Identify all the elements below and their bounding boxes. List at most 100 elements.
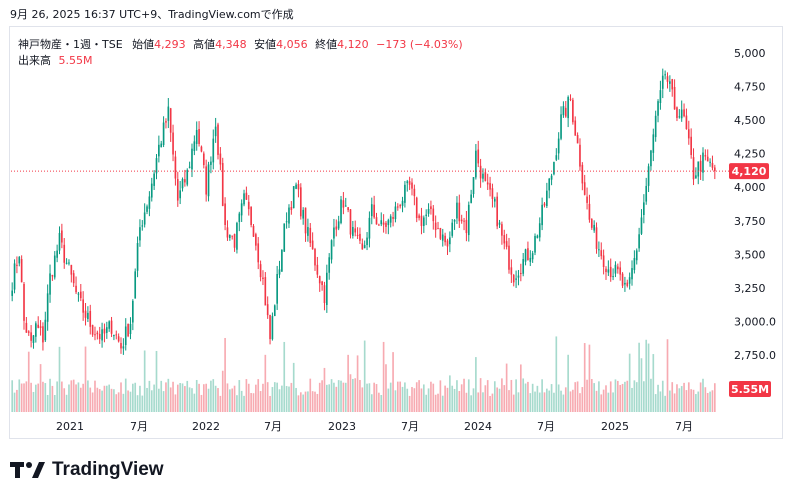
candle <box>652 134 655 153</box>
volume-bar <box>415 382 418 412</box>
volume-bar <box>117 392 120 412</box>
candle <box>512 275 515 283</box>
volume-bar <box>129 391 132 412</box>
volume-bar <box>550 384 553 412</box>
volume-bar <box>451 385 454 412</box>
volume-bar <box>600 394 603 412</box>
candle <box>368 217 371 239</box>
candle <box>434 222 437 231</box>
volume-bar <box>191 388 193 412</box>
candle <box>496 196 498 227</box>
candle <box>413 188 416 197</box>
volume-bar <box>250 393 252 412</box>
candle <box>245 192 248 200</box>
candle <box>91 325 94 335</box>
candle <box>105 327 108 333</box>
candle <box>37 324 40 328</box>
candle <box>337 221 340 229</box>
volume-bar <box>328 384 331 412</box>
candle <box>572 99 574 123</box>
volume-bar <box>470 395 472 412</box>
volume-bar <box>262 383 264 412</box>
volume-bar <box>120 382 122 412</box>
candle <box>278 269 281 275</box>
candle <box>465 219 468 234</box>
candle <box>394 206 397 220</box>
candle <box>671 79 674 90</box>
candle <box>321 281 323 286</box>
candle <box>609 266 612 278</box>
candle <box>276 273 278 304</box>
volume-bar <box>342 382 345 412</box>
candle <box>482 173 484 179</box>
candle <box>42 326 44 343</box>
candle <box>692 157 695 180</box>
candle <box>666 76 669 82</box>
candle <box>295 184 297 189</box>
candle <box>614 264 617 274</box>
volume-bar <box>422 384 425 412</box>
volume-bar <box>264 354 267 412</box>
volume-bar <box>113 389 115 412</box>
volume-bar <box>238 380 241 412</box>
volume-bar <box>174 394 177 412</box>
volume-bar <box>546 388 548 412</box>
candle <box>647 166 650 186</box>
volume-bar <box>37 383 40 412</box>
candle <box>638 234 640 249</box>
volume-bar <box>344 382 347 412</box>
y-tick-label: 3,500 <box>734 248 766 261</box>
candle <box>352 227 354 236</box>
volume-bar <box>335 386 338 412</box>
volume-bar <box>219 395 222 412</box>
candle <box>550 175 553 180</box>
candle <box>65 262 68 264</box>
candle <box>501 224 503 236</box>
volume-bar <box>576 381 579 412</box>
candle <box>328 257 331 273</box>
candle <box>709 161 711 163</box>
last-volume-label: 5.55M <box>731 383 769 396</box>
candle <box>515 278 517 280</box>
volume-bar <box>444 385 446 412</box>
volume-bar <box>408 395 411 412</box>
candle <box>252 225 255 237</box>
volume-bar <box>692 389 695 412</box>
volume-bar <box>318 382 321 412</box>
candle <box>576 135 579 144</box>
volume-bar <box>297 395 300 412</box>
volume-bar <box>548 390 551 412</box>
volume-bar <box>661 380 664 412</box>
volume-bar <box>295 387 297 412</box>
volume-bar <box>233 385 236 412</box>
candle <box>593 224 595 231</box>
candle <box>657 101 659 116</box>
volume-bar <box>91 392 94 412</box>
volume-bar <box>411 387 413 412</box>
volume-bar <box>378 392 380 412</box>
volume-bar <box>271 387 274 412</box>
tradingview-logo[interactable]: TradingView <box>10 458 164 482</box>
candle <box>586 196 588 203</box>
volume-bar <box>709 391 711 412</box>
volume-bar <box>42 381 44 412</box>
volume-legend: 出来高 5.55M <box>18 52 92 68</box>
candle <box>231 235 234 237</box>
volume-bar <box>690 389 692 412</box>
volume-bar <box>579 393 581 412</box>
volume-bar <box>560 390 562 412</box>
volume-bar <box>105 385 108 412</box>
candle <box>524 249 527 262</box>
volume-bar <box>624 381 626 412</box>
candle <box>373 204 375 218</box>
candle <box>510 267 513 275</box>
candle <box>108 321 111 329</box>
candle <box>103 328 106 334</box>
volume-bar <box>20 383 23 412</box>
candle <box>181 178 184 189</box>
volume-bar <box>652 354 655 412</box>
volume-bar <box>588 344 591 412</box>
volume-bar <box>702 378 704 412</box>
candle <box>214 126 217 137</box>
